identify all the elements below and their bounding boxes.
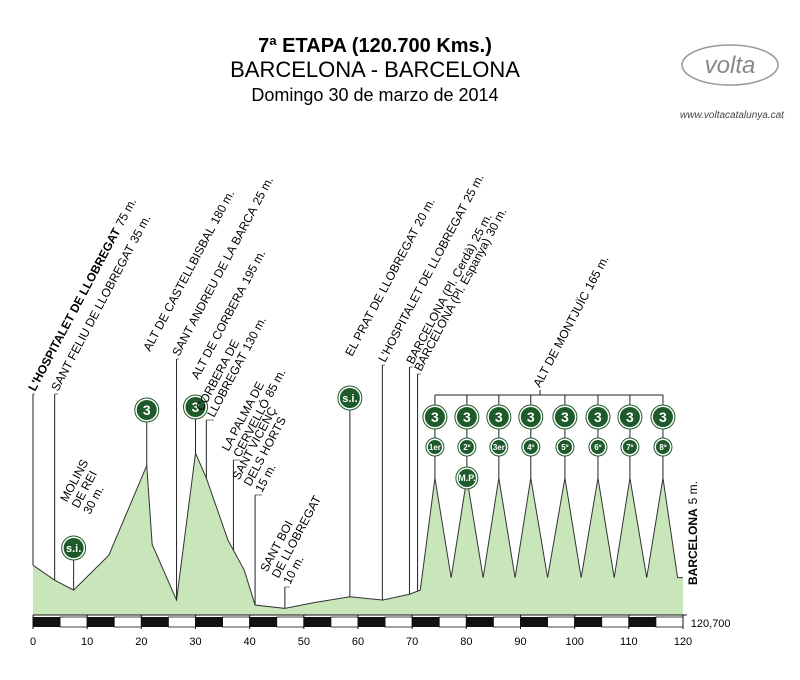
date: Domingo 30 de marzo de 2014 (251, 85, 498, 105)
place-name: BARCELONA (686, 508, 700, 585)
x-tick-label: 40 (244, 636, 256, 648)
lap-badge (491, 440, 506, 454)
mp-badge-label: M.P. (458, 473, 475, 483)
distance-bar-segment (59, 616, 88, 628)
distance-bar-segment (168, 616, 196, 628)
x-tick-label: 120 (674, 636, 692, 648)
badge (63, 538, 84, 558)
climb-badge-label: 3 (659, 409, 667, 425)
logo-ring (681, 44, 779, 86)
distance-bar-segment (141, 617, 169, 627)
badge-label: 3 (143, 402, 151, 418)
distance-bar-segment (33, 617, 61, 627)
distance-bar-segment (113, 616, 142, 628)
distance-bar-segment (493, 616, 521, 628)
lap-badge-label: 2º (463, 443, 470, 452)
distance-bar-segment (384, 616, 413, 628)
lap-badge-label: 8º (659, 443, 666, 452)
distance-bar-segment (547, 616, 576, 628)
climb-badge (424, 407, 445, 427)
distance-bar-segment (87, 617, 115, 627)
distance-bar-segment (303, 617, 331, 627)
climb-badge-label: 3 (626, 409, 634, 425)
x-tick-label: 20 (135, 636, 147, 648)
badge-label: 3 (192, 399, 200, 415)
lap-badge (459, 440, 474, 454)
distance-bar-segment (330, 616, 359, 628)
route: BARCELONA - BARCELONA (230, 57, 520, 82)
distance-bar-segment (520, 617, 548, 627)
lap-badge (655, 440, 670, 454)
climb-badge (520, 407, 541, 427)
climb-badge-label: 3 (431, 409, 439, 425)
lap-badge-label: 7º (626, 443, 633, 452)
profile-area (33, 453, 683, 615)
lap-badge (427, 440, 442, 454)
website: www.voltacatalunya.cat (680, 110, 785, 121)
x-tick-label: 80 (460, 636, 472, 648)
distance-bar-segment (358, 617, 386, 627)
lap-badge-label: 5º (561, 443, 568, 452)
distance-bar-segment (466, 617, 494, 627)
lap-badge-label: 1er (429, 443, 441, 452)
badge-label: s.i. (66, 543, 81, 555)
place-altitude: 5 m. (686, 481, 700, 504)
x-tick-label: 50 (298, 636, 310, 648)
distance-bar-segment (601, 616, 630, 628)
x-tick-label: 10 (81, 636, 93, 648)
place-name-line: BARCELONA 5 m. (686, 481, 700, 585)
lap-badge (557, 440, 572, 454)
badge (339, 388, 360, 408)
lap-badge (523, 440, 538, 454)
distance-bar-segment (222, 616, 251, 628)
climb-badge (554, 407, 575, 427)
lap-badge (590, 440, 605, 454)
distance-bar-segment (655, 616, 684, 628)
x-tick-label: 90 (514, 636, 526, 648)
lap-badge-label: 4º (527, 443, 534, 452)
badge (185, 397, 206, 417)
x-tick-label: 30 (189, 636, 201, 648)
x-tick-label: 110 (620, 636, 638, 648)
lap-badge (622, 440, 637, 454)
distance-bar-segment (574, 617, 602, 627)
distance-bar-segment (438, 616, 467, 628)
title: 7ª ETAPA (120.700 Kms.) (258, 35, 492, 57)
climb-badge (619, 407, 640, 427)
x-tick-label: 70 (406, 636, 418, 648)
lap-badge-label: 3er (493, 443, 505, 452)
x-tick-label: 0 (30, 636, 36, 648)
climb-badge-label: 3 (463, 409, 471, 425)
climb-badge (652, 407, 673, 427)
climb-badge (488, 407, 509, 427)
climb-badge (587, 407, 608, 427)
badge-label: s.i. (342, 393, 357, 405)
climb-badge-label: 3 (495, 409, 503, 425)
climb-badge-label: 3 (561, 409, 569, 425)
logo: volta (705, 52, 756, 79)
distance-bar-segment (276, 616, 305, 628)
badge (136, 400, 157, 420)
profile-line (32, 451, 683, 609)
climb-badge-label: 3 (594, 409, 602, 425)
place-label: BARCELONA 5 m. (686, 481, 700, 585)
climb-badge (456, 407, 477, 427)
total-distance: 120,700 (691, 618, 731, 630)
climb-badge-label: 3 (527, 409, 535, 425)
x-tick-label: 100 (565, 636, 583, 648)
x-tick-label: 60 (352, 636, 364, 648)
distance-bar-segment (249, 617, 277, 627)
mp-badge (457, 469, 476, 487)
distance-bar-segment (412, 617, 440, 627)
lap-badge-label: 6º (594, 443, 601, 452)
distance-bar-segment (628, 617, 656, 627)
distance-bar-segment (195, 617, 223, 627)
